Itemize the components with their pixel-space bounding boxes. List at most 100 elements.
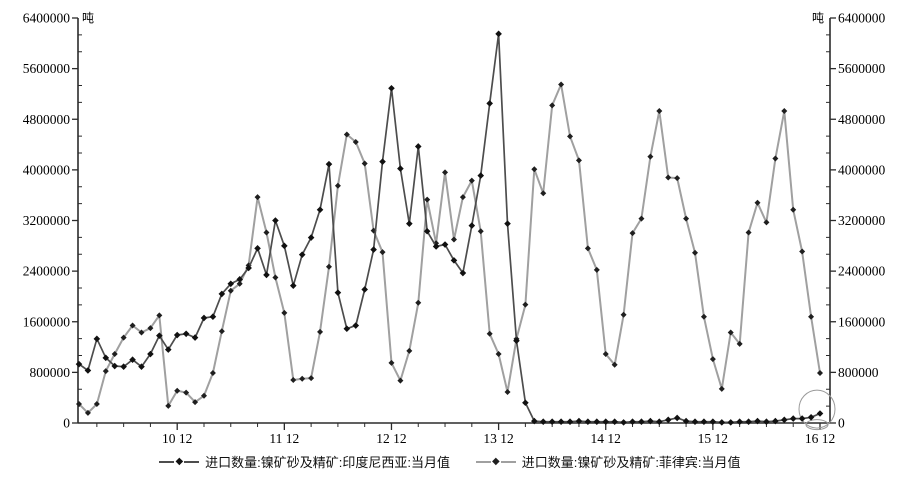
data-point-marker xyxy=(406,347,413,354)
data-point-marker xyxy=(254,194,261,201)
data-point-marker xyxy=(325,160,333,168)
data-point-marker xyxy=(629,230,636,237)
chart-plot-area: 0 800000 1600000 2400000 3200000 4000000 48000… xyxy=(23,11,886,447)
y-tick-label-left: 800000 xyxy=(30,365,71,380)
y-tick-label-left: 5600000 xyxy=(23,61,71,76)
data-point-marker xyxy=(682,417,690,425)
data-point-marker xyxy=(674,175,681,182)
data-point-marker xyxy=(718,419,726,426)
data-point-marker xyxy=(539,418,547,426)
data-point-marker xyxy=(325,263,332,270)
y-tick-label-left: 0 xyxy=(63,416,70,431)
data-point-marker xyxy=(218,328,225,335)
y-tick-label-right: 4000000 xyxy=(838,162,886,177)
data-point-marker xyxy=(548,418,556,426)
data-point-marker xyxy=(424,196,431,203)
data-point-marker xyxy=(102,354,110,362)
data-point-marker xyxy=(334,289,342,296)
x-tick-label: 12 12 xyxy=(376,431,406,446)
x-tick-label: 15 12 xyxy=(698,431,728,446)
data-point-marker xyxy=(486,330,493,337)
data-point-marker xyxy=(183,389,190,396)
data-point-marker xyxy=(84,367,92,374)
data-point-marker xyxy=(120,334,127,341)
y-tick-label-right: 800000 xyxy=(838,365,879,380)
data-point-marker xyxy=(423,227,431,235)
data-point-marker xyxy=(182,330,190,338)
diamond-marker-icon: ◆ xyxy=(492,455,500,467)
data-point-marker xyxy=(432,243,440,250)
data-point-marker xyxy=(736,418,743,426)
data-point-marker xyxy=(352,139,359,146)
data-point-marker xyxy=(790,206,797,213)
y-tick-label-right: 6400000 xyxy=(838,11,886,26)
x-tick-label: 13 12 xyxy=(483,431,513,446)
data-point-marker xyxy=(379,158,386,165)
data-point-marker xyxy=(236,276,243,283)
data-point-marker xyxy=(638,418,645,426)
data-point-marker xyxy=(673,414,681,422)
data-point-marker xyxy=(406,220,413,227)
data-point-marker xyxy=(656,418,663,426)
data-point-marker xyxy=(477,172,485,179)
data-point-marker xyxy=(227,287,234,294)
y-tick-label-left: 4000000 xyxy=(23,162,71,177)
y-tick-label-left: 3200000 xyxy=(23,213,71,228)
data-point-marker xyxy=(692,249,699,256)
data-point-marker xyxy=(379,249,386,256)
data-point-marker xyxy=(557,418,565,426)
data-point-marker xyxy=(111,362,119,370)
data-point-marker xyxy=(138,329,145,336)
data-point-marker xyxy=(75,360,83,368)
unit-label-left: 吨 xyxy=(82,11,94,25)
data-point-marker xyxy=(263,271,270,279)
data-point-marker xyxy=(308,375,315,382)
data-point-marker xyxy=(120,363,127,370)
data-point-marker xyxy=(290,376,297,383)
data-point-marker xyxy=(459,269,467,277)
legend-item-indonesia: ◆ 进口数量:镍矿砂及精矿:印度尼西亚:当月值 xyxy=(159,452,450,471)
data-point-marker xyxy=(620,419,627,426)
data-point-marker xyxy=(602,418,610,426)
legend-line-sample-indonesia-2 xyxy=(184,460,200,463)
data-point-marker xyxy=(441,241,449,248)
x-tick-label: 11 12 xyxy=(269,431,299,446)
data-point-marker xyxy=(567,133,574,140)
data-point-marker xyxy=(602,351,609,358)
data-point-marker xyxy=(513,337,520,345)
data-point-marker xyxy=(281,309,288,316)
y-tick-label-right: 2400000 xyxy=(838,264,886,279)
data-point-marker xyxy=(700,313,707,320)
data-point-marker xyxy=(558,81,565,88)
data-point-marker xyxy=(665,174,672,181)
data-point-marker xyxy=(227,280,235,288)
data-point-marker xyxy=(129,356,136,364)
data-point-marker xyxy=(289,282,297,289)
legend-item-philippines: ◆ 进口数量:镍矿砂及精矿:菲律宾:当月值 xyxy=(476,452,741,471)
series-line-philippines xyxy=(76,81,823,416)
data-point-marker xyxy=(209,370,216,377)
data-point-marker xyxy=(218,290,226,298)
data-point-marker xyxy=(798,415,806,422)
y-tick-label-left: 1600000 xyxy=(23,314,71,329)
data-point-marker xyxy=(415,299,422,306)
legend-label-philippines: 进口数量:镍矿砂及精矿:菲律宾:当月值 xyxy=(521,455,741,470)
data-point-marker xyxy=(165,402,172,409)
data-point-marker xyxy=(93,335,101,343)
data-point-marker xyxy=(129,322,136,329)
data-point-marker xyxy=(700,418,708,426)
data-point-marker xyxy=(343,325,351,333)
y-axis-right: 0 800000 1600000 2400000 3200000 4000000 48000… xyxy=(826,11,886,431)
data-point-marker xyxy=(754,417,761,425)
data-point-marker xyxy=(93,401,100,408)
data-point-marker xyxy=(343,131,350,138)
data-point-marker xyxy=(638,215,645,222)
data-point-marker xyxy=(540,190,547,197)
legend-line-sample-philippines xyxy=(476,460,491,463)
data-point-marker xyxy=(780,416,788,424)
data-point-marker xyxy=(584,418,592,426)
data-point-marker xyxy=(263,229,270,236)
data-point-marker xyxy=(736,340,743,347)
unit-label-right: 吨 xyxy=(812,11,824,25)
